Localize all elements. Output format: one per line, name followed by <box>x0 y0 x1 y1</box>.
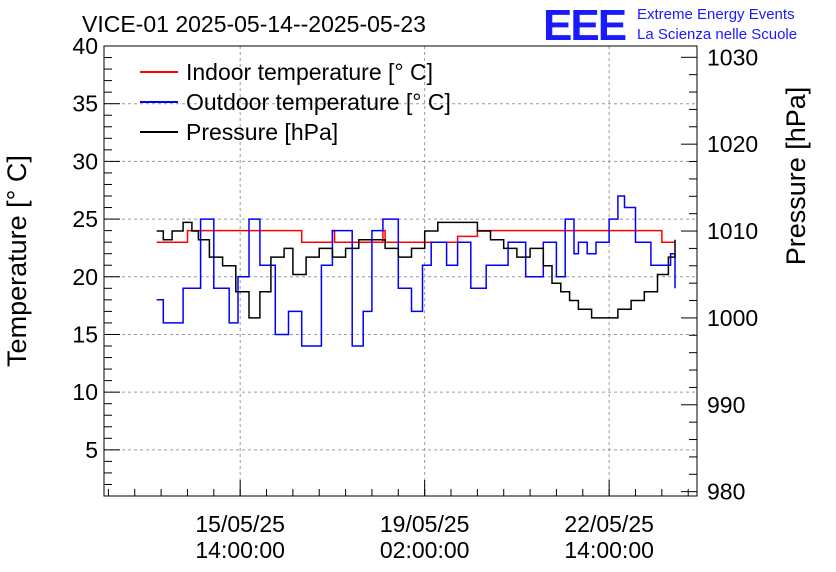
y2-tick-label: 1010 <box>707 218 758 244</box>
eee-logo-line1: Extreme Energy Events <box>637 6 795 23</box>
eee-logo: EEE Extreme Energy Events La Scienza nel… <box>543 1 797 50</box>
axes: 5 10 15 20 25 30 35 40 980 990 1000 1010 1020 1030 15/… <box>2 33 811 563</box>
eee-logo-mark: EEE <box>543 1 626 50</box>
x-tick-label-time: 02:00:00 <box>380 537 470 563</box>
y2-tick-label: 1020 <box>707 131 758 157</box>
legend-label-3: Pressure [hPa] <box>186 119 338 145</box>
y2-axis-label: Pressure [hPa] <box>781 87 811 266</box>
series-line-1 <box>156 229 675 243</box>
y2-tick-label: 990 <box>707 392 745 418</box>
legend: Indoor temperature [° C] Outdoor temperat… <box>140 59 451 145</box>
y-axis-label: Temperature [° C] <box>2 155 32 367</box>
legend-label-2: Outdoor temperature [° C] <box>186 89 451 115</box>
legend-label-1: Indoor temperature [° C] <box>186 59 433 85</box>
x-tick-label-time: 14:00:00 <box>564 537 654 563</box>
y-tick-label: 20 <box>72 264 98 290</box>
plot-frame <box>103 45 698 497</box>
eee-logo-line2: La Scienza nelle Scuole <box>637 26 797 43</box>
y-tick-label: 15 <box>72 321 98 347</box>
series-line-3 <box>156 221 676 319</box>
x-tick-label-date: 15/05/25 <box>195 511 285 537</box>
x-tick-label-date: 22/05/25 <box>564 511 654 537</box>
y2-tick-label: 1000 <box>707 305 758 331</box>
y-tick-label: 5 <box>85 437 98 463</box>
y2-tick-label: 980 <box>707 479 745 505</box>
grid <box>104 46 697 496</box>
y-tick-label: 40 <box>72 33 98 59</box>
x-tick-label-time: 14:00:00 <box>195 537 285 563</box>
x-tick-label-date: 19/05/25 <box>380 511 470 537</box>
y2-tick-label: 1030 <box>707 44 758 70</box>
y-tick-label: 25 <box>72 206 98 232</box>
series-line-2 <box>156 195 676 347</box>
y-tick-label: 30 <box>72 148 98 174</box>
series-layer <box>156 195 676 347</box>
chart-title: VICE-01 2025-05-14--2025-05-23 <box>82 11 426 37</box>
y-tick-label: 35 <box>72 91 98 117</box>
y-tick-label: 10 <box>72 379 98 405</box>
